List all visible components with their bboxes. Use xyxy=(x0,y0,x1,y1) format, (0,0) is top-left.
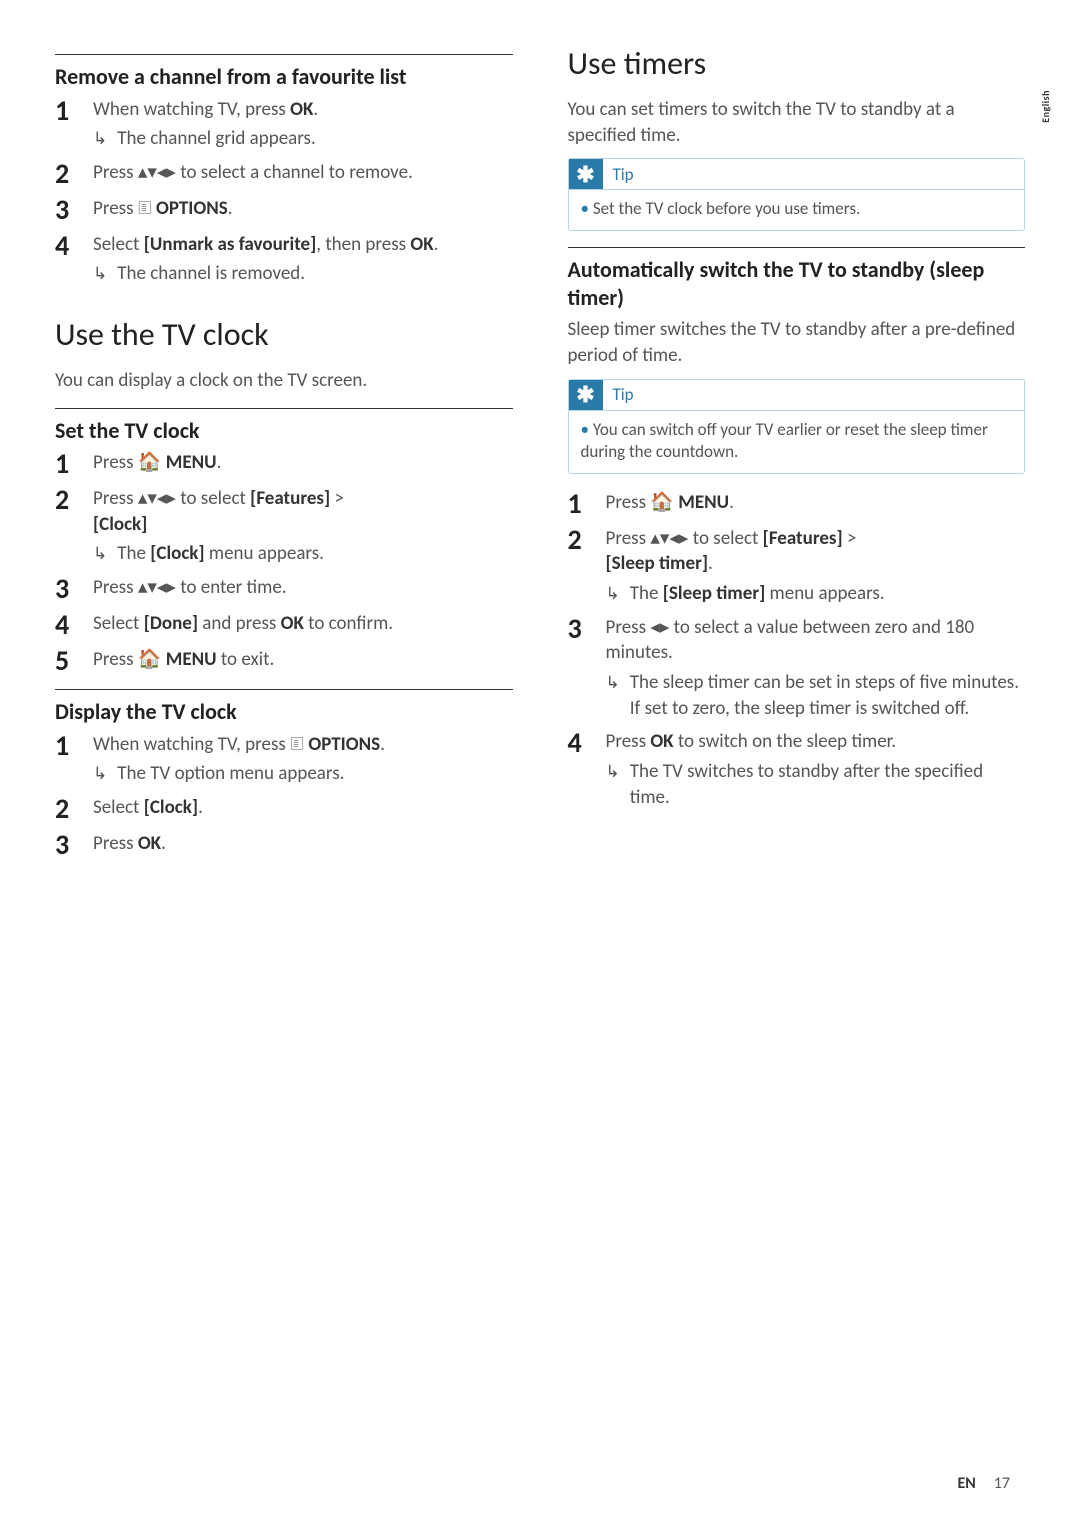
tip-box: ✱ Tip • You can switch off your TV earli… xyxy=(568,379,1026,474)
nav-arrows-icon: ▴▾◂▸ xyxy=(138,576,176,599)
nav-arrows-icon: ▴▾◂▸ xyxy=(650,527,688,550)
home-icon: 🏠 xyxy=(138,451,162,474)
options-icon: 🗉 xyxy=(290,733,304,756)
result-arrow-icon: ↳ xyxy=(93,261,107,287)
steps-display-clock: 1 When watching TV, press 🗉 OPTIONS. ↳Th… xyxy=(55,732,513,859)
page-footer: EN 17 xyxy=(957,1474,1010,1493)
heading-set-clock: Set the TV clock xyxy=(55,417,513,445)
tip-label: Tip xyxy=(603,164,634,185)
result-arrow-icon: ↳ xyxy=(606,759,620,810)
intro-text: Sleep timer switches the TV to standby a… xyxy=(568,317,1026,368)
tip-text: You can switch off your TV earlier or re… xyxy=(581,419,988,462)
step-number: 3 xyxy=(55,196,79,224)
steps-sleep-timer: 1 Press 🏠 MENU. 2 Press ▴▾◂▸ to select [… xyxy=(568,490,1026,810)
heading-use-timers: Use timers xyxy=(568,44,1026,83)
heading-sleep-timer: Automatically switch the TV to standby (… xyxy=(568,256,1026,311)
tip-asterisk-icon: ✱ xyxy=(569,159,603,189)
home-icon: 🏠 xyxy=(650,491,674,514)
step-text: When watching TV, press xyxy=(93,98,290,121)
result-arrow-icon: ↳ xyxy=(93,761,107,787)
key-options: OPTIONS xyxy=(152,197,228,220)
tip-label: Tip xyxy=(603,384,634,405)
steps-set-clock: 1 Press 🏠 MENU. 2 Press ▴▾◂▸ to select [… xyxy=(55,450,513,675)
steps-remove-channel: 1 When watching TV, press OK. ↳The chann… xyxy=(55,97,513,288)
footer-page-number: 17 xyxy=(994,1474,1010,1493)
right-column: Use timers You can set timers to switch … xyxy=(568,40,1026,867)
result-arrow-icon: ↳ xyxy=(606,581,620,607)
bullet-icon: • xyxy=(581,419,589,440)
result-text: The channel is removed. xyxy=(117,261,305,287)
nav-arrows-icon: ▴▾◂▸ xyxy=(138,161,176,184)
heading-use-tv-clock: Use the TV clock xyxy=(55,315,513,354)
result-arrow-icon: ↳ xyxy=(606,670,620,721)
heading-display-clock: Display the TV clock xyxy=(55,698,513,726)
language-tab: English xyxy=(1039,90,1052,123)
tip-asterisk-icon: ✱ xyxy=(569,380,603,410)
tip-box: ✱ Tip • Set the TV clock before you use … xyxy=(568,158,1026,231)
step-number: 4 xyxy=(55,232,79,287)
step-number: 2 xyxy=(55,160,79,188)
options-icon: 🗉 xyxy=(138,197,152,220)
left-column: Remove a channel from a favourite list 1… xyxy=(55,40,513,867)
tip-text: Set the TV clock before you use timers. xyxy=(593,198,860,219)
footer-lang: EN xyxy=(957,1474,975,1493)
nav-lr-icon: ◂▸ xyxy=(650,616,669,639)
result-arrow-icon: ↳ xyxy=(93,541,107,567)
key-ok: OK xyxy=(290,98,313,121)
result-arrow-icon: ↳ xyxy=(93,126,107,152)
nav-arrows-icon: ▴▾◂▸ xyxy=(138,487,176,510)
heading-remove-channel: Remove a channel from a favourite list xyxy=(55,63,513,91)
step-number: 1 xyxy=(55,97,79,152)
result-text: The channel grid appears. xyxy=(117,126,316,152)
bullet-icon: • xyxy=(581,198,589,219)
intro-text: You can display a clock on the TV screen… xyxy=(55,368,513,394)
home-icon: 🏠 xyxy=(138,648,162,671)
intro-text: You can set timers to switch the TV to s… xyxy=(568,97,1026,148)
